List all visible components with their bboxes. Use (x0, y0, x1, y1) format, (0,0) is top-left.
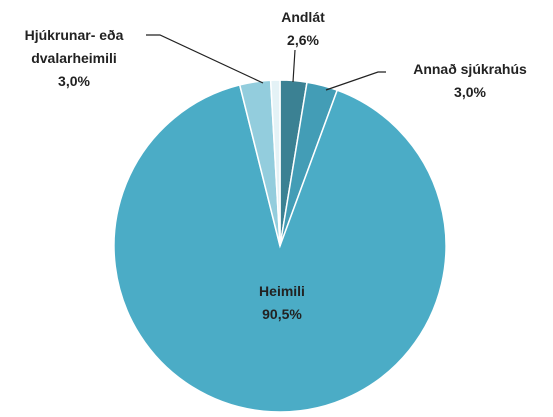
slice-label: Annað sjúkrahús (413, 61, 527, 77)
slice-value-label: 90,5% (262, 306, 302, 322)
slice-value-label: 3,0% (454, 84, 486, 100)
slice-label: Heimili (259, 283, 305, 299)
leader-line (146, 34, 264, 84)
pie-slice (269, 79, 281, 247)
slice-value-label: 2,6% (287, 32, 319, 48)
leader-line (292, 49, 296, 83)
slice-label: Andlát (281, 9, 325, 25)
leader-line (325, 71, 386, 91)
pie-slice (113, 84, 447, 413)
slice-label: Hjúkrunar- eða dvalarheimili (24, 27, 124, 66)
slice-value-label: 3,0% (58, 73, 90, 89)
